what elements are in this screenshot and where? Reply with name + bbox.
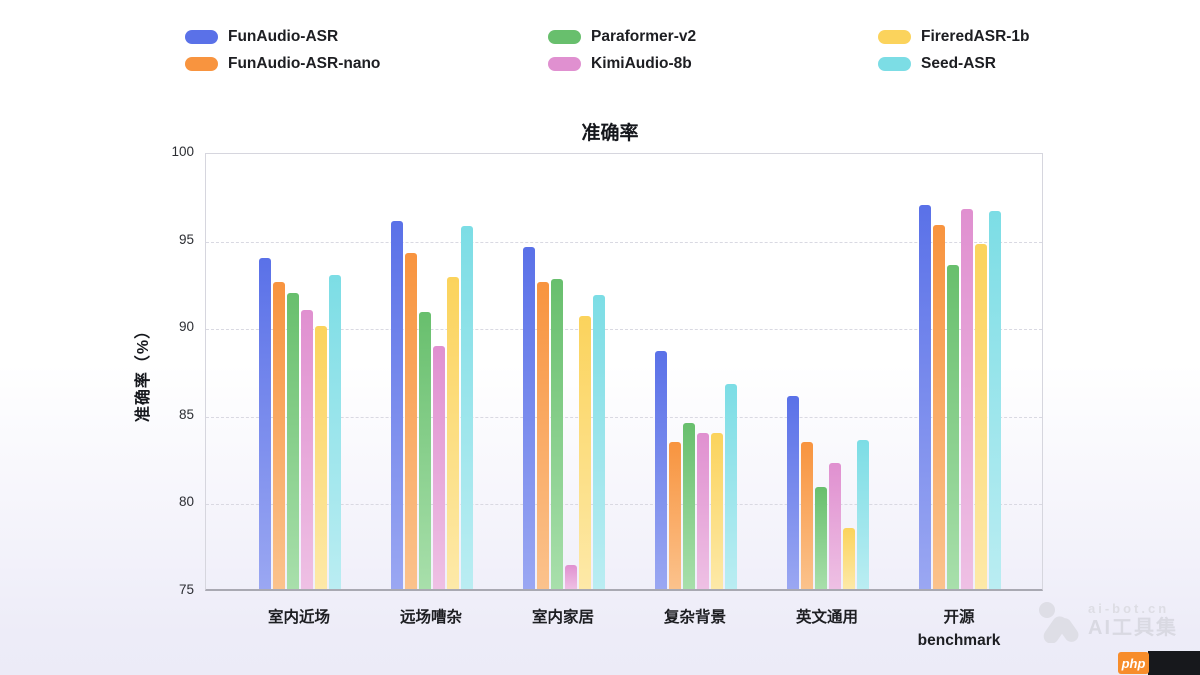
bar-FunAudio-ASR — [655, 350, 667, 589]
php-logo: php — [1118, 652, 1149, 674]
bar-FunAudio-ASR-nano — [273, 282, 285, 589]
bar-KimiAudio-8b — [961, 208, 973, 589]
php-logo-text: php — [1121, 655, 1146, 671]
bar-FunAudio-ASR-nano — [537, 282, 549, 589]
bar-group — [655, 154, 737, 589]
x-tick-label: 室内近场 — [267, 609, 330, 626]
x-tick-label: 复杂背景 — [663, 609, 726, 626]
bar-FunAudio-ASR — [787, 396, 799, 589]
bar-Seed-ASR — [989, 210, 1001, 589]
bar-Paraformer-v2 — [419, 312, 431, 589]
bar-FunAudio-ASR-nano — [801, 441, 813, 589]
y-tick-label: 85 — [178, 406, 194, 422]
bar-Paraformer-v2 — [287, 292, 299, 589]
bar-Paraformer-v2 — [683, 422, 695, 589]
legend-swatch-icon — [878, 56, 911, 71]
bar-group — [787, 154, 869, 589]
y-tick-label: 80 — [178, 494, 194, 510]
legend-item: Paraformer-v2 — [548, 26, 696, 47]
legend-label: FunAudio-ASR — [228, 27, 339, 45]
bar-Seed-ASR — [461, 226, 473, 589]
watermark-name: AI工具集 — [1088, 617, 1178, 639]
legend-item: FireredASR-1b — [878, 26, 1030, 47]
legend-swatch-icon — [548, 29, 581, 44]
bar-FunAudio-ASR — [259, 257, 271, 589]
legend-swatch-icon — [185, 29, 218, 44]
bar-KimiAudio-8b — [565, 564, 577, 589]
bar-FunAudio-ASR-nano — [669, 441, 681, 589]
bar-Seed-ASR — [725, 384, 737, 589]
legend-label: Seed-ASR — [921, 54, 996, 72]
legend-swatch-icon — [548, 56, 581, 71]
bar-Seed-ASR — [857, 440, 869, 589]
watermark-site: ai-bot.cn — [1088, 601, 1170, 616]
bar-FunAudio-ASR — [391, 221, 403, 589]
legend-swatch-icon — [878, 29, 911, 44]
plot-area — [205, 153, 1043, 591]
bar-group — [523, 154, 605, 589]
bar-group — [391, 154, 473, 589]
bar-FunAudio-ASR-nano — [933, 224, 945, 589]
gridline — [206, 241, 1042, 243]
legend-label: FireredASR-1b — [921, 27, 1030, 45]
legend-label: FunAudio-ASR-nano — [228, 54, 381, 72]
bar-Paraformer-v2 — [947, 264, 959, 589]
legend-column: FireredASR-1b Seed-ASR — [878, 26, 1030, 80]
bar-FunAudio-ASR-nano — [405, 252, 417, 589]
y-tick-label: 75 — [178, 582, 194, 597]
bar-FireredASR-1b — [711, 433, 723, 589]
corner-black-bar — [1148, 651, 1200, 675]
gridline — [206, 416, 1042, 418]
x-tick-label: 室内家居 — [531, 609, 594, 626]
legend-item: FunAudio-ASR-nano — [185, 53, 380, 74]
legend-column: FunAudio-ASR FunAudio-ASR-nano — [185, 26, 380, 80]
bar-KimiAudio-8b — [829, 462, 841, 589]
bar-Seed-ASR — [593, 294, 605, 589]
bar-FireredASR-1b — [975, 243, 987, 589]
ai-bot-logo-icon — [1039, 602, 1079, 643]
legend-label: KimiAudio-8b — [591, 54, 692, 72]
x-tick-label: 开源 benchmark — [917, 609, 1001, 649]
legend-label: Paraformer-v2 — [591, 27, 697, 45]
bar-FireredASR-1b — [315, 326, 327, 589]
bar-KimiAudio-8b — [433, 345, 445, 589]
bar-Seed-ASR — [329, 275, 341, 589]
bar-KimiAudio-8b — [301, 310, 313, 589]
legend-item: KimiAudio-8b — [548, 53, 696, 74]
x-tick-label: 英文通用 — [795, 609, 858, 626]
watermark-text: ai-bot.cn AI工具集 — [1088, 601, 1178, 639]
legend-item: FunAudio-ASR — [185, 26, 380, 47]
gridline — [206, 329, 1042, 331]
legend-column: Paraformer-v2 KimiAudio-8b — [548, 26, 696, 80]
bar-FireredASR-1b — [447, 277, 459, 589]
bar-FunAudio-ASR — [919, 205, 931, 589]
y-tick-label: 90 — [178, 319, 194, 335]
y-tick-label: 100 — [171, 144, 194, 159]
legend-item: Seed-ASR — [878, 53, 1030, 74]
bar-FunAudio-ASR — [523, 247, 535, 589]
watermark: ai-bot.cn AI工具集 — [1036, 601, 1178, 643]
chart-title: 准确率 — [581, 123, 639, 144]
bar-group — [259, 154, 341, 589]
bar-FireredASR-1b — [579, 315, 591, 589]
bar-FireredASR-1b — [843, 527, 855, 589]
gridline — [206, 504, 1042, 506]
bar-KimiAudio-8b — [697, 433, 709, 589]
legend-swatch-icon — [185, 56, 218, 71]
bar-Paraformer-v2 — [551, 278, 563, 589]
bar-Paraformer-v2 — [815, 487, 827, 589]
bar-group — [919, 154, 1001, 589]
y-tick-label: 95 — [178, 231, 194, 247]
x-tick-label: 远场嘈杂 — [399, 609, 462, 626]
